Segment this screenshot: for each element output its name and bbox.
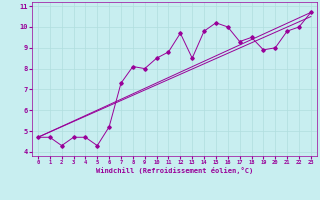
X-axis label: Windchill (Refroidissement éolien,°C): Windchill (Refroidissement éolien,°C) xyxy=(96,167,253,174)
